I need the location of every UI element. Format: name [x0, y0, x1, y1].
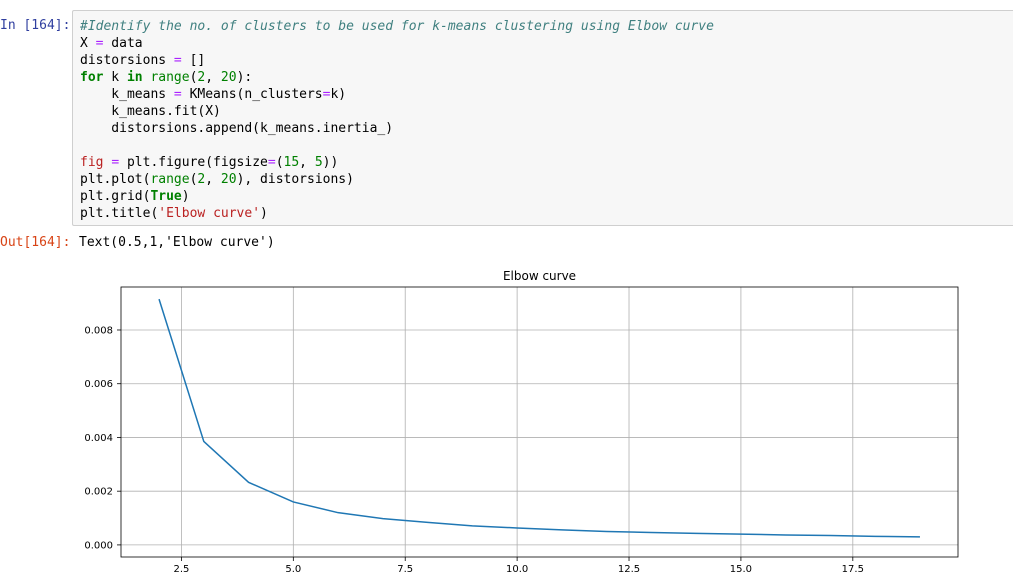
code-number: 2: [197, 70, 206, 85]
code-token: data: [103, 36, 143, 51]
code-editor[interactable]: #Identify the no. of clusters to be used…: [80, 18, 714, 222]
y-tick-label: 0.000: [84, 540, 113, 551]
code-token: plt.figure(figsize: [119, 155, 268, 170]
x-tick-label: 7.5: [397, 564, 413, 575]
code-token: )): [322, 155, 339, 170]
code-token: plt.plot(: [80, 172, 151, 187]
code-token: ,: [299, 155, 315, 170]
code-number: 20: [220, 172, 237, 187]
code-builtin: range: [150, 172, 190, 187]
x-tick-label: 17.5: [842, 564, 864, 575]
input-prompt: In [164]:: [0, 18, 71, 33]
y-tick-label: 0.004: [84, 433, 113, 444]
code-operator: =: [267, 155, 276, 170]
y-tick-label: 0.008: [84, 325, 113, 336]
code-variable: fig: [80, 155, 104, 170]
chart-title: Elbow curve: [503, 269, 576, 283]
x-tick-label: 10.0: [506, 564, 528, 575]
code-operator: =: [173, 87, 182, 102]
code-number: 20: [220, 70, 237, 85]
code-keyword: True: [150, 189, 182, 204]
x-tick-label: 5.0: [285, 564, 301, 575]
code-number: 5: [314, 155, 323, 170]
code-token: ,: [205, 70, 221, 85]
code-token: ):: [236, 70, 253, 85]
code-string: 'Elbow curve': [158, 206, 261, 221]
code-token: k_means: [80, 87, 174, 102]
code-token: X: [80, 36, 96, 51]
code-token: k_means.fit(X): [80, 104, 221, 119]
x-tick-label: 15.0: [730, 564, 752, 575]
code-token: ), distorsions): [236, 172, 354, 187]
code-keyword: for: [80, 70, 104, 85]
plot-frame: [120, 286, 959, 558]
code-operator: =: [173, 53, 182, 68]
code-keyword: in: [126, 70, 143, 85]
code-builtin: range: [150, 70, 190, 85]
code-operator: =: [322, 87, 331, 102]
code-token: distorsions: [80, 53, 174, 68]
code-number: 15: [283, 155, 300, 170]
code-token: plt.grid(: [80, 189, 151, 204]
code-number: 2: [197, 172, 206, 187]
code-token: []: [181, 53, 206, 68]
code-token: ): [260, 206, 268, 221]
code-token: (: [189, 172, 198, 187]
code-token: ,: [205, 172, 221, 187]
output-prompt: Out[164]:: [0, 235, 71, 250]
x-tick-label: 12.5: [618, 564, 640, 575]
code-token: ): [181, 189, 190, 204]
x-tick-label: 2.5: [173, 564, 189, 575]
code-comment: #Identify the no. of clusters to be used…: [80, 19, 714, 34]
y-tick-label: 0.006: [84, 379, 113, 390]
output-text: Text(0.5,1,'Elbow curve'): [79, 235, 275, 250]
code-token: distorsions.append(k_means.inertia_): [80, 121, 394, 136]
code-token: (: [189, 70, 198, 85]
code-token: k): [330, 87, 347, 102]
code-token: (: [275, 155, 284, 170]
code-operator: =: [95, 36, 104, 51]
code-token: k: [103, 70, 127, 85]
code-token: plt.title(: [80, 206, 159, 221]
code-cell-input[interactable]: #Identify the no. of clusters to be used…: [72, 10, 1013, 226]
code-operator: =: [111, 155, 120, 170]
code-token: KMeans(n_clusters: [181, 87, 323, 102]
distortion-series-line: [158, 298, 920, 538]
y-tick-label: 0.002: [84, 487, 113, 498]
